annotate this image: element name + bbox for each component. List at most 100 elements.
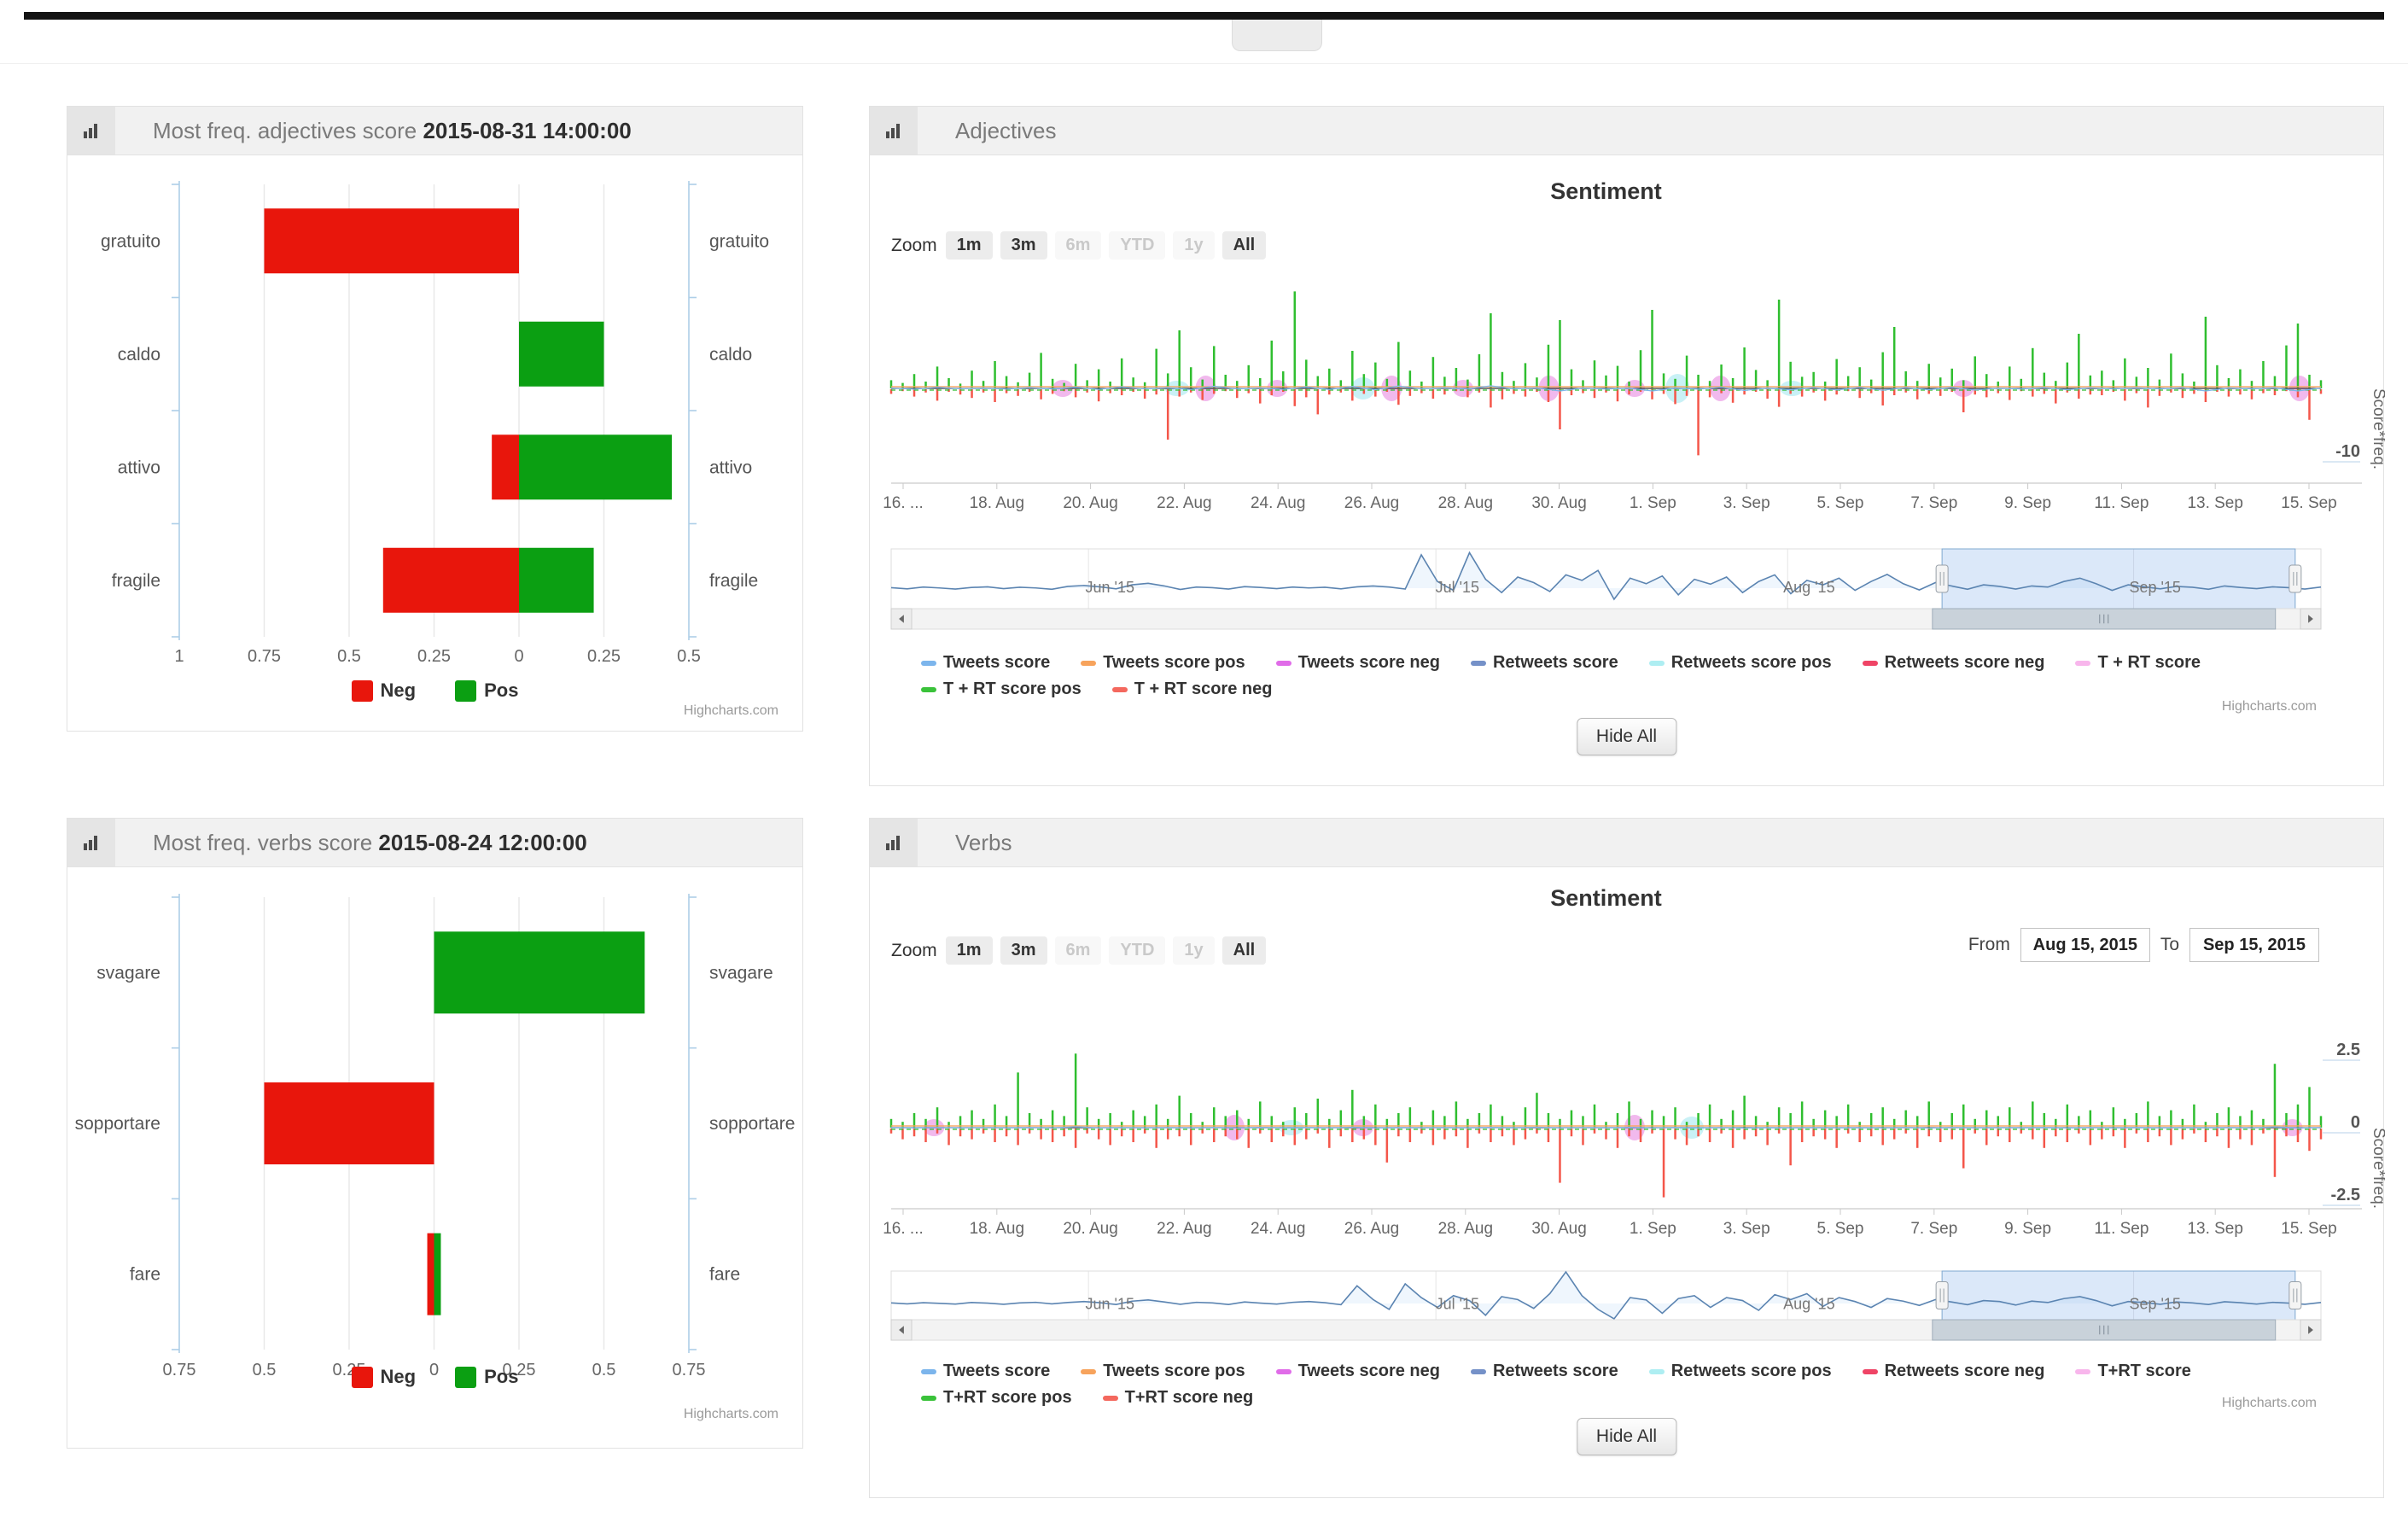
- sentiment-legend: Tweets score Tweets score pos Tweets score…: [921, 1362, 2191, 1408]
- zoom-button-3m[interactable]: 3m: [1000, 936, 1047, 965]
- navigator-selected-range[interactable]: [1941, 548, 2296, 609]
- legend-label: T + RT score pos: [943, 679, 1082, 698]
- bar-neg-fare: [427, 1233, 434, 1315]
- legend-item-retweets-score-neg[interactable]: Retweets score neg: [1862, 1362, 2044, 1381]
- legend-item-tweets-score-pos[interactable]: Tweets score pos: [1081, 1362, 1245, 1381]
- zoom-button-3m[interactable]: 3m: [1000, 231, 1047, 260]
- panel-header: Adjectives: [870, 107, 2383, 155]
- legend-label: T+RT score: [2097, 1362, 2191, 1380]
- navigator-handle-left[interactable]: [1935, 1281, 1949, 1309]
- zoom-button-1m[interactable]: 1m: [945, 231, 993, 260]
- range-selector: Zoom 1m 3m 6m YTD 1y All: [891, 231, 1267, 260]
- x-tick-label: 20. Aug: [1063, 494, 1117, 512]
- legend-label: Neg: [380, 679, 417, 701]
- x-tick-label: 7. Sep: [1910, 1220, 1957, 1238]
- legend-swatch: [1648, 660, 1665, 666]
- legend-item-t-rt-score-neg[interactable]: T + RT score neg: [1111, 679, 1272, 699]
- legend-item-t-rt-score-pos[interactable]: T + RT score pos: [921, 679, 1082, 699]
- bar-chart-icon: [67, 819, 115, 866]
- panel-title-date: 2015-08-24 12:00:00: [378, 829, 587, 855]
- x-tick-label: 0: [514, 647, 523, 666]
- legend-item-retweets-score[interactable]: Retweets score: [1470, 1362, 1618, 1381]
- top-divider-rule: [24, 12, 2384, 20]
- from-date-input[interactable]: Aug 15, 2015: [2020, 928, 2150, 962]
- zoom-label: Zoom: [891, 235, 937, 255]
- x-tick-label: 24. Aug: [1251, 1220, 1305, 1238]
- zoom-buttons: 1m 3m 6m YTD 1y All: [945, 231, 1267, 260]
- panel-title-text: Most freq. adjectives score: [153, 117, 423, 143]
- scrollbar-right-arrow[interactable]: [2300, 1319, 2322, 1341]
- x-tick-label: 30. Aug: [1531, 1220, 1586, 1238]
- x-tick-label: 0.25: [417, 647, 451, 666]
- navigator-handle-left[interactable]: [1935, 564, 1949, 593]
- highcharts-credit: Highcharts.com: [683, 703, 778, 718]
- zoom-button-all[interactable]: All: [1221, 231, 1267, 260]
- zoom-button-all[interactable]: All: [1221, 936, 1267, 965]
- legend-item-t-rt-score[interactable]: T+RT score: [2075, 1362, 2191, 1381]
- legend-label: Retweets score: [1492, 1362, 1618, 1380]
- navigator-selected-range[interactable]: [1941, 1270, 2296, 1321]
- zoom-buttons: 1m 3m 6m YTD 1y All: [945, 936, 1267, 965]
- legend-item-tweets-score[interactable]: Tweets score: [921, 653, 1050, 673]
- panel-title-text: Verbs: [955, 829, 1012, 855]
- category-label-right: gratuito: [709, 231, 769, 251]
- legend-item-tweets-score-neg[interactable]: Tweets score neg: [1275, 653, 1440, 673]
- highcharts-credit: Highcharts.com: [2221, 1396, 2317, 1410]
- legend-label: Tweets score: [943, 1362, 1051, 1380]
- scrollbar-right-arrow[interactable]: [2300, 608, 2322, 630]
- x-tick-label: 26. Aug: [1344, 1220, 1399, 1238]
- category-label-left: svagare: [96, 963, 160, 983]
- scrollbar-left-arrow[interactable]: [890, 608, 912, 630]
- hide-all-button[interactable]: Hide All: [1576, 718, 1677, 755]
- collapse-tab[interactable]: [1232, 20, 1322, 51]
- legend-swatch: [1081, 660, 1097, 666]
- scrollbar-thumb[interactable]: [1932, 1319, 2277, 1341]
- legend-item-tweets-score[interactable]: Tweets score: [921, 1362, 1050, 1381]
- zoom-button-6m: 6m: [1054, 231, 1102, 260]
- scrollbar-left-arrow[interactable]: [890, 1319, 912, 1341]
- legend-item-tweets-score-pos[interactable]: Tweets score pos: [1081, 653, 1245, 673]
- x-tick-label: 0: [429, 1361, 439, 1379]
- legend-swatch: [921, 686, 936, 692]
- legend-item-retweets-score-pos[interactable]: Retweets score pos: [1648, 653, 1832, 673]
- legend-item-t-rt-score[interactable]: T + RT score: [2075, 653, 2201, 673]
- legend-item-t-rt-score-pos[interactable]: T+RT score pos: [921, 1388, 1072, 1408]
- navigator-handle-right[interactable]: [2288, 564, 2302, 593]
- legend-item-neg[interactable]: Neg: [351, 679, 417, 702]
- x-tick-label: 9. Sep: [2004, 494, 2051, 512]
- legend-item-tweets-score-neg[interactable]: Tweets score neg: [1275, 1362, 1440, 1381]
- legend-item-t-rt-score-neg[interactable]: T+RT score neg: [1102, 1388, 1253, 1408]
- x-tick-label: 13. Sep: [2187, 1220, 2243, 1238]
- x-tick-label: 0.5: [677, 647, 701, 666]
- legend-label: T+RT score pos: [943, 1388, 1072, 1407]
- legend-swatch: [2075, 660, 2091, 666]
- legend-item-pos[interactable]: Pos: [455, 679, 518, 702]
- zoom-button-1m[interactable]: 1m: [945, 936, 993, 965]
- legend-item-retweets-score-neg[interactable]: Retweets score neg: [1862, 653, 2044, 673]
- legend-item-retweets-score[interactable]: Retweets score: [1470, 653, 1618, 673]
- legend-label: Pos: [484, 1366, 519, 1387]
- x-tick-label: 28. Aug: [1438, 494, 1493, 512]
- navigator-series-line: [890, 1270, 2322, 1321]
- hide-all-button[interactable]: Hide All: [1576, 1418, 1677, 1455]
- legend-item-retweets-score-pos[interactable]: Retweets score pos: [1648, 1362, 1832, 1381]
- legend-label: Tweets score pos: [1103, 1362, 1245, 1380]
- bar-neg-fragile: [382, 547, 519, 613]
- legend-swatch: [1275, 660, 1291, 666]
- legend-swatch: [1862, 660, 1878, 666]
- bar-pos-caldo: [519, 321, 604, 387]
- adjectives-bar-chart: 1 0.75 0.5 0.25 0 0.25 0.5 gratuito gratuito cald…: [101, 181, 769, 666]
- x-tick-label: 5. Sep: [1817, 494, 1864, 512]
- y-axis-title: Score*freq.: [2370, 388, 2385, 469]
- to-date-input[interactable]: Sep 15, 2015: [2189, 928, 2319, 962]
- legend-item-neg[interactable]: Neg: [351, 1366, 416, 1388]
- x-tick-label: 0.5: [337, 647, 361, 666]
- x-tick-label: 7. Sep: [1910, 494, 1957, 512]
- x-tick-label: 0.25: [503, 1361, 536, 1379]
- scrollbar-thumb[interactable]: [1932, 608, 2277, 630]
- category-label-right: svagare: [709, 963, 773, 983]
- highcharts-credit: Highcharts.com: [2221, 699, 2317, 714]
- legend-item-pos[interactable]: Pos: [455, 1366, 518, 1388]
- x-tick-label: 22. Aug: [1157, 494, 1211, 512]
- navigator-handle-right[interactable]: [2288, 1281, 2302, 1309]
